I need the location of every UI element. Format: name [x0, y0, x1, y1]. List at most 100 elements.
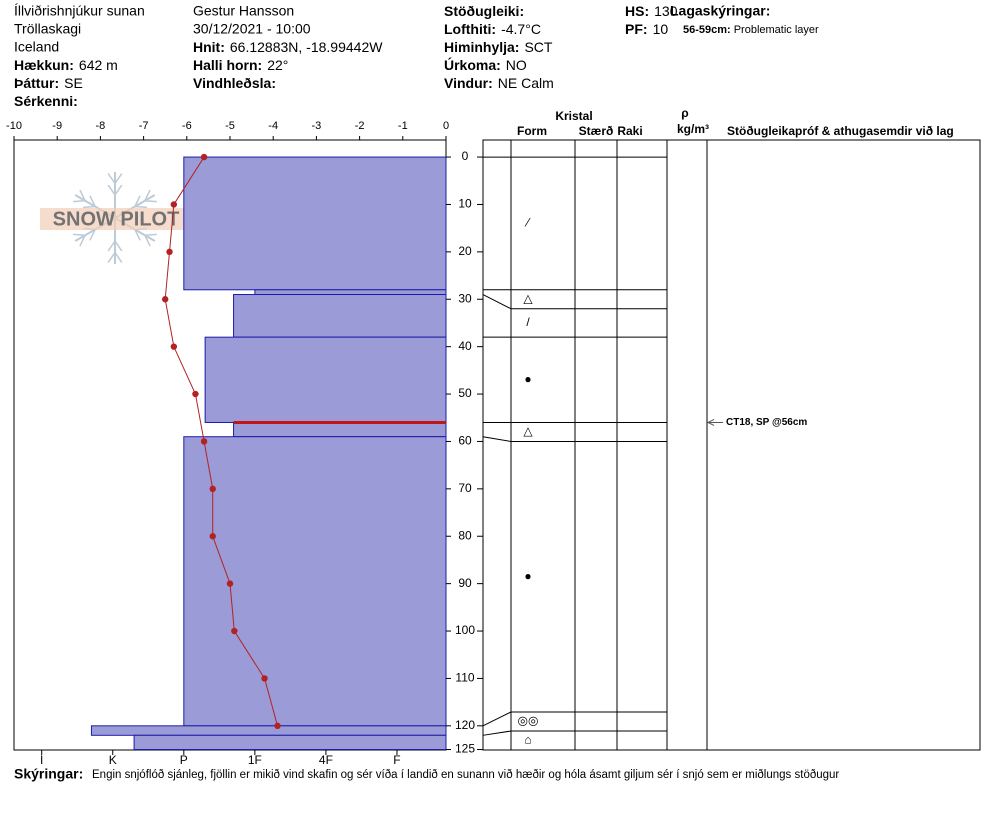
logo-text: SNOW PILOT: [53, 208, 180, 230]
flake-branch: [114, 173, 123, 184]
field-value: SE: [64, 75, 83, 91]
flake-branch: [144, 234, 151, 247]
header-field: Úrkoma: NO: [444, 56, 527, 73]
temperature-point: [170, 343, 178, 350]
flake-branch: [73, 233, 86, 236]
flake-branch: [144, 189, 151, 202]
column-header: Stöðugleikapróf & athugasemdir við lag: [727, 124, 954, 138]
field-label: Hnit:: [193, 39, 225, 55]
hardness-tick-label: 4F: [319, 753, 333, 767]
field-label: Vindur:: [444, 75, 493, 91]
field-label: Lofthiti:: [444, 21, 496, 37]
depth-tick-label: 70: [458, 481, 472, 495]
temp-tick-label: -2: [355, 120, 365, 132]
temp-tick-label: -7: [139, 120, 149, 132]
temperature-point: [170, 201, 178, 208]
depth-tick-label: 60: [458, 434, 472, 448]
flake-branch: [79, 234, 86, 247]
hardness-tick-label: I: [40, 753, 43, 767]
field-value: -4.7°C: [501, 21, 541, 37]
grain-form: ⌂: [524, 733, 531, 747]
field-value: 10: [653, 21, 669, 37]
field-value: NO: [506, 57, 527, 73]
temperature-point: [192, 390, 199, 398]
hardness-bar: [233, 294, 447, 338]
footer-label: Skýringar:: [14, 766, 83, 782]
temperature-point: [200, 438, 208, 445]
flake-branch: [134, 227, 147, 231]
notes-label: Lagaskýringar:: [670, 3, 770, 19]
depth-tick-label: 30: [458, 291, 472, 305]
grain-form: /: [526, 315, 530, 329]
temperature-point: [231, 627, 238, 635]
note-label: 56-59cm:: [683, 24, 731, 36]
flake-branch: [107, 252, 116, 263]
field-label: Hækkun:: [14, 57, 74, 73]
grain-form: ◎◎: [518, 714, 539, 728]
depth-tick-label: 0: [462, 149, 469, 163]
field-label: PF:: [625, 21, 648, 37]
depth-tick-label: 10: [458, 197, 472, 211]
header-field: Þáttur: SE: [14, 75, 83, 91]
header-field: Vindhleðsla:: [193, 75, 276, 91]
depth-tick-label: 125: [455, 742, 475, 756]
flake-branch: [114, 252, 123, 263]
depth-tick-label: 20: [458, 244, 472, 258]
depth-tick-label: 110: [455, 671, 474, 685]
hardness-bar: [233, 421, 447, 438]
column-header: Raki: [617, 124, 642, 138]
test-text: CT18, SP @56cm: [726, 417, 807, 428]
field-label: Stöðugleiki:: [444, 3, 524, 19]
temperature-point: [226, 580, 234, 587]
flake-branch: [79, 189, 86, 202]
hardness-tick-label: P: [180, 753, 188, 767]
logo: SNOW PILOT: [40, 172, 192, 264]
header-field: Hnit: 66.12883N, -18.99442W: [193, 39, 383, 55]
header-field: Lofthiti: -4.7°C: [444, 21, 541, 37]
temperature-point: [209, 485, 216, 493]
note: 56-59cm: Problematic layer: [683, 24, 819, 36]
column-header: Stærð: [579, 124, 614, 138]
depth-tick-label: 40: [458, 339, 472, 353]
layer-connector: [482, 730, 512, 736]
hardness-bar: [133, 734, 447, 751]
field-value: 130: [654, 3, 678, 19]
header-field: Vindur: NE Calm: [444, 75, 554, 91]
header-text: 30/12/2021 - 10:00: [193, 21, 311, 37]
hardness-bar: [204, 336, 447, 423]
header-field: Hækkun: 642 m: [14, 57, 118, 73]
depth-tick-label: 120: [455, 718, 475, 732]
flake-branch: [73, 200, 86, 203]
grain-form: ●: [524, 569, 531, 583]
temperature-point: [261, 675, 268, 682]
flake-branch: [114, 184, 123, 196]
flake-branch: [114, 240, 123, 252]
header-field: PF: 10: [625, 21, 668, 37]
depth-tick-label: 80: [458, 528, 472, 542]
field-label: Þáttur:: [14, 75, 59, 91]
header-field: Halli horn: 22°: [193, 57, 288, 73]
layer-table-frame: [482, 139, 981, 751]
flake-branch: [83, 227, 96, 231]
temperature-point: [162, 296, 169, 303]
layer-connector: [482, 711, 512, 727]
footer-text: Engin snjóflóð sjánleg, fjöllin er mikið…: [92, 769, 839, 781]
header-field: Himinhylja: SCT: [444, 39, 553, 55]
flake-branch: [134, 229, 141, 241]
temp-tick-label: 0: [443, 120, 449, 132]
field-value: 22°: [267, 57, 288, 73]
field-value: 642 m: [79, 57, 118, 73]
grain-form: △: [523, 424, 533, 438]
flake-branch: [107, 240, 116, 252]
field-value: NE Calm: [498, 75, 554, 91]
flake-branch: [144, 200, 157, 203]
field-label: HS:: [625, 3, 649, 19]
flake-branch: [89, 229, 96, 241]
temperature-point: [274, 722, 281, 730]
field-value: 66.12883N, -18.99442W: [230, 39, 383, 55]
flake-branch: [89, 195, 96, 207]
temp-tick-label: -9: [52, 120, 62, 132]
flake-arm: [74, 217, 116, 242]
flake-branch: [134, 205, 147, 209]
